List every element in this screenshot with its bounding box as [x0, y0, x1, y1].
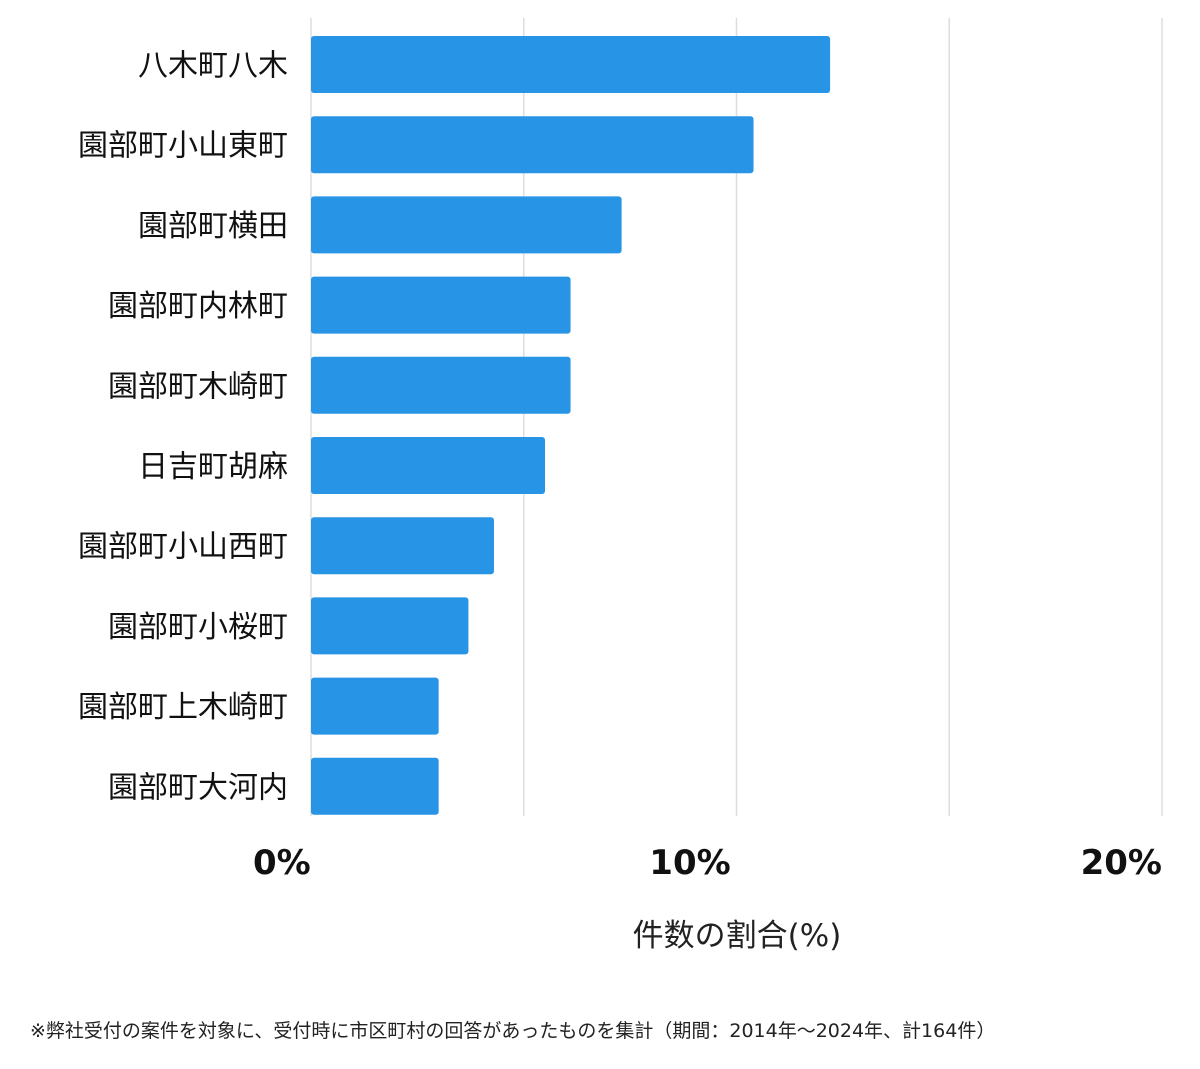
- category-label-5: 日吉町胡麻: [138, 450, 288, 485]
- bar-7: [311, 597, 469, 655]
- category-label-4: 園部町木崎町: [108, 369, 288, 404]
- bar-6: [311, 517, 494, 575]
- category-label-6: 園部町小山西町: [78, 530, 288, 565]
- bar-3: [311, 276, 571, 334]
- category-label-9: 園部町大河内: [108, 770, 288, 805]
- category-label-2: 園部町横田: [138, 209, 288, 244]
- x-tick-label-1: 10%: [649, 843, 730, 883]
- category-label-8: 園部町上木崎町: [78, 690, 288, 725]
- bar-chart: 八木町八木園部町小山東町園部町横田園部町内林町園部町木崎町日吉町胡麻園部町小山西…: [78, 18, 1163, 954]
- category-label-7: 園部町小桜町: [108, 610, 288, 645]
- category-label-3: 園部町内林町: [108, 289, 288, 324]
- category-label-1: 園部町小山東町: [78, 129, 288, 164]
- x-axis-title: 件数の割合(%): [633, 918, 842, 954]
- bar-2: [311, 196, 622, 254]
- bars: [311, 36, 831, 815]
- category-labels: 八木町八木園部町小山東町園部町横田園部町内林町園部町木崎町日吉町胡麻園部町小山西…: [78, 49, 288, 806]
- footnote: ※弊社受付の案件を対象に、受付時に市区町村の回答があったものを集計（期間：201…: [30, 1020, 996, 1042]
- x-tick-label-0: 0%: [253, 843, 311, 883]
- bar-5: [311, 437, 546, 494]
- category-label-0: 八木町八木: [138, 49, 288, 84]
- bar-8: [311, 677, 439, 735]
- bar-1: [311, 116, 754, 174]
- bar-4: [311, 356, 571, 414]
- x-tick-label-2: 20%: [1081, 843, 1162, 883]
- bar-9: [311, 757, 439, 815]
- bar-0: [311, 36, 831, 93]
- x-tick-labels: 0% 10% 20%: [253, 843, 1162, 883]
